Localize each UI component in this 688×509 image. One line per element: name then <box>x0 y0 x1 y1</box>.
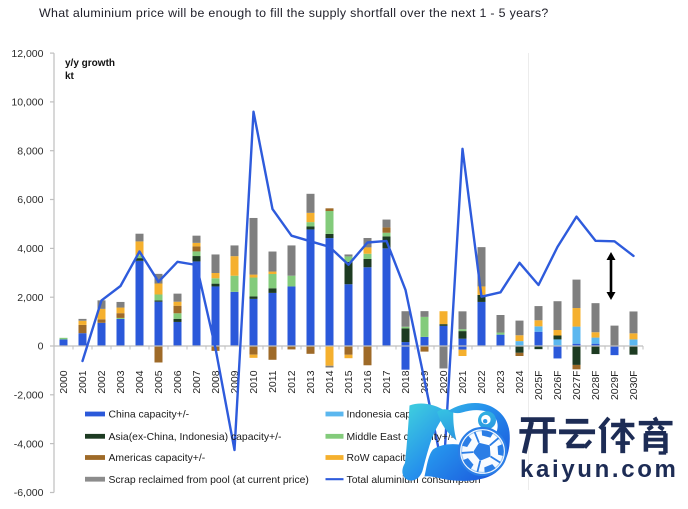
svg-text:2025F: 2025F <box>534 371 545 400</box>
svg-text:2027F: 2027F <box>572 371 583 400</box>
svg-text:2014: 2014 <box>325 370 336 393</box>
svg-text:2003: 2003 <box>116 370 127 393</box>
svg-text:12,000: 12,000 <box>11 48 43 60</box>
svg-text:2016: 2016 <box>363 370 374 393</box>
svg-text:Asia(ex-China, Indonesia) capa: Asia(ex-China, Indonesia) capacity+/- <box>109 432 282 443</box>
svg-text:0: 0 <box>38 341 44 353</box>
svg-text:2013: 2013 <box>306 370 317 393</box>
svg-text:2028F: 2028F <box>591 371 602 400</box>
svg-text:2020: 2020 <box>439 370 450 393</box>
svg-text:4,000: 4,000 <box>17 243 43 255</box>
svg-text:2010: 2010 <box>249 370 260 393</box>
svg-text:6,000: 6,000 <box>17 194 43 206</box>
svg-text:Indonesia capacity+/-: Indonesia capacity+/- <box>347 410 445 421</box>
svg-text:2002: 2002 <box>97 370 108 393</box>
svg-text:Scrap reclaimed from pool (at: Scrap reclaimed from pool (at current pr… <box>109 475 309 486</box>
svg-text:2007: 2007 <box>192 370 203 393</box>
svg-text:-6,000: -6,000 <box>14 487 44 499</box>
svg-text:10,000: 10,000 <box>11 97 43 109</box>
svg-text:2,000: 2,000 <box>17 292 43 304</box>
svg-text:2015: 2015 <box>344 370 355 393</box>
svg-text:2009: 2009 <box>230 370 241 393</box>
svg-text:2005: 2005 <box>154 370 165 393</box>
svg-text:2021: 2021 <box>458 370 469 393</box>
svg-text:2017: 2017 <box>382 370 393 393</box>
svg-text:2006: 2006 <box>173 370 184 393</box>
svg-text:2029F: 2029F <box>610 371 621 400</box>
svg-text:2024: 2024 <box>515 370 526 393</box>
svg-text:2012: 2012 <box>287 370 298 393</box>
svg-text:2022: 2022 <box>477 370 488 393</box>
svg-text:RoW capacity+/-: RoW capacity+/- <box>347 453 424 464</box>
svg-text:2008: 2008 <box>211 370 222 393</box>
svg-text:y/y growth: y/y growth <box>65 58 115 69</box>
svg-text:Americas capacity+/-: Americas capacity+/- <box>109 453 206 464</box>
svg-text:2011: 2011 <box>268 370 279 393</box>
svg-text:2026F: 2026F <box>553 371 564 400</box>
svg-text:2018: 2018 <box>401 370 412 393</box>
svg-text:-4,000: -4,000 <box>14 438 44 450</box>
svg-text:kt: kt <box>65 71 75 82</box>
svg-text:What aluminium price will be e: What aluminium price will be enough to f… <box>39 6 549 20</box>
svg-text:-2,000: -2,000 <box>14 390 44 402</box>
svg-text:8,000: 8,000 <box>17 145 43 157</box>
svg-text:2000: 2000 <box>59 370 70 393</box>
svg-text:China capacity+/-: China capacity+/- <box>109 410 190 421</box>
svg-text:2004: 2004 <box>135 370 146 393</box>
svg-text:Middle East capacity+/-: Middle East capacity+/- <box>347 432 455 443</box>
svg-text:2023: 2023 <box>496 370 507 393</box>
svg-text:2030F: 2030F <box>629 371 640 400</box>
svg-text:2001: 2001 <box>78 370 89 393</box>
svg-text:kaiyun.com: kaiyun.com <box>520 456 679 483</box>
